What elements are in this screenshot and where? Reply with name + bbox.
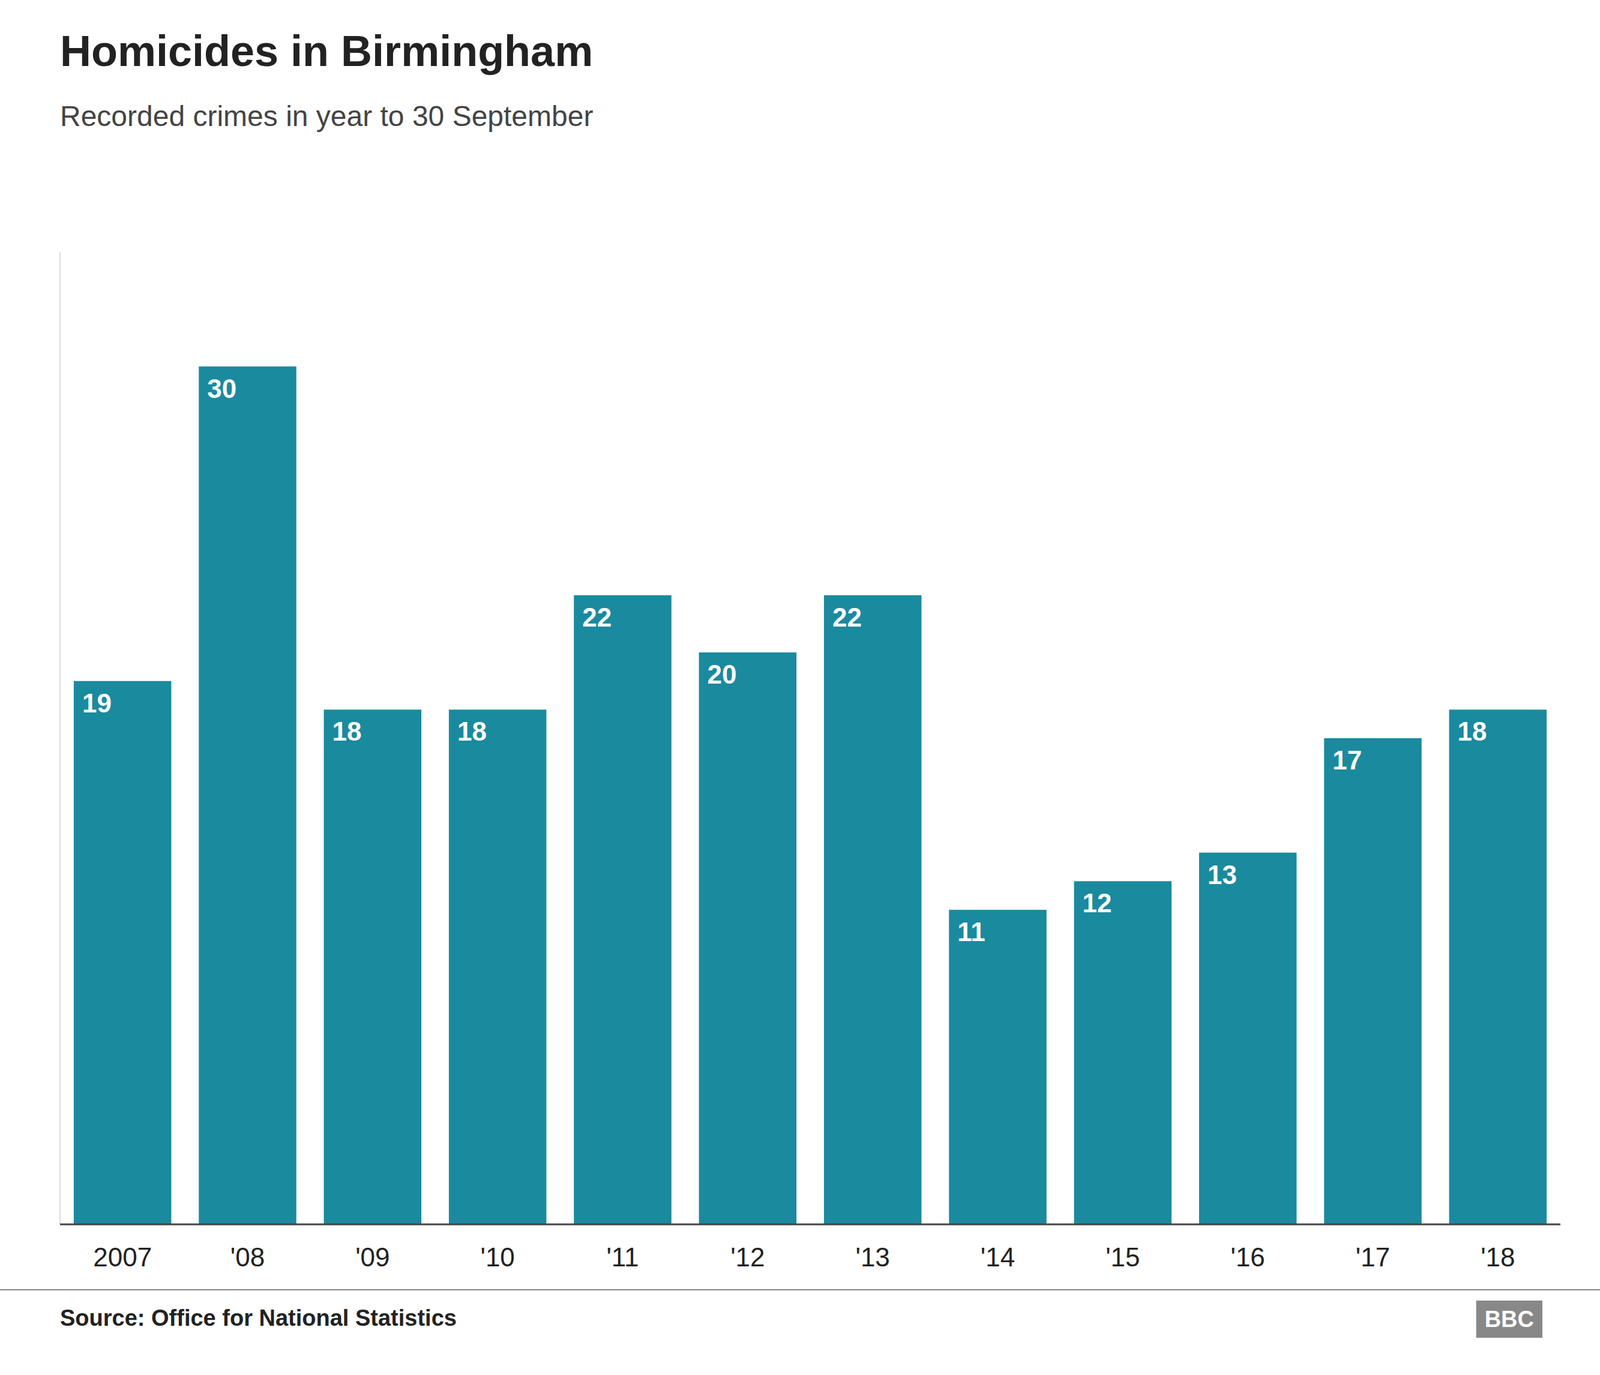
x-tick-label: '15 (1105, 1242, 1140, 1272)
data-labels: 19 30 18 18 22 20 22 11 12 13 17 18 (82, 373, 1488, 947)
data-label: 30 (207, 373, 237, 404)
chart: Homicides in Birmingham Recorded crimes i… (0, 0, 1600, 1375)
data-label: 18 (332, 716, 362, 746)
x-tick-label: '09 (355, 1242, 390, 1272)
x-tick-label: '13 (855, 1242, 890, 1272)
data-label: 22 (832, 602, 862, 632)
bars (73, 366, 1547, 1225)
data-label: 13 (1207, 860, 1237, 890)
bar (73, 681, 172, 1225)
x-axis-line (60, 1223, 1561, 1226)
separator (0, 1289, 1600, 1291)
bar (448, 709, 547, 1225)
bar (1074, 881, 1173, 1225)
data-label: 22 (582, 602, 612, 632)
data-label: 20 (707, 659, 737, 689)
bar (699, 652, 797, 1225)
bar (573, 595, 672, 1225)
bar (1449, 709, 1548, 1225)
data-label: 18 (457, 716, 487, 746)
bar (948, 909, 1047, 1225)
title: Homicides in Birmingham (60, 27, 593, 76)
bar (198, 366, 297, 1225)
x-tick-label: '08 (230, 1242, 265, 1272)
x-tick-label: '11 (606, 1242, 639, 1272)
subtitle: Recorded crimes in year to 30 September (60, 100, 593, 133)
bar (1199, 852, 1297, 1225)
logo: BBC (1476, 1300, 1543, 1338)
x-tick-label: '14 (980, 1242, 1015, 1272)
x-tick-label: '16 (1230, 1242, 1265, 1272)
x-tick-label: 2007 (93, 1242, 152, 1272)
source: Source: Office for National Statistics (60, 1305, 457, 1331)
data-label: 18 (1457, 716, 1488, 746)
data-label: 17 (1332, 745, 1362, 775)
data-label: 11 (957, 917, 986, 947)
bar (324, 709, 422, 1225)
logo-box (1476, 1300, 1543, 1338)
x-tick-label: '10 (480, 1242, 515, 1272)
data-label: 19 (82, 688, 112, 718)
bar (824, 595, 922, 1225)
annotation: BBC (1484, 1306, 1534, 1332)
background (0, 0, 1600, 1375)
x-tick-label: '12 (730, 1242, 765, 1272)
y-axis-line (59, 252, 61, 1225)
x-tick-label: '17 (1355, 1242, 1390, 1272)
data-label: 12 (1082, 888, 1113, 918)
bar (1323, 738, 1422, 1225)
x-tick-label: '18 (1480, 1242, 1515, 1272)
